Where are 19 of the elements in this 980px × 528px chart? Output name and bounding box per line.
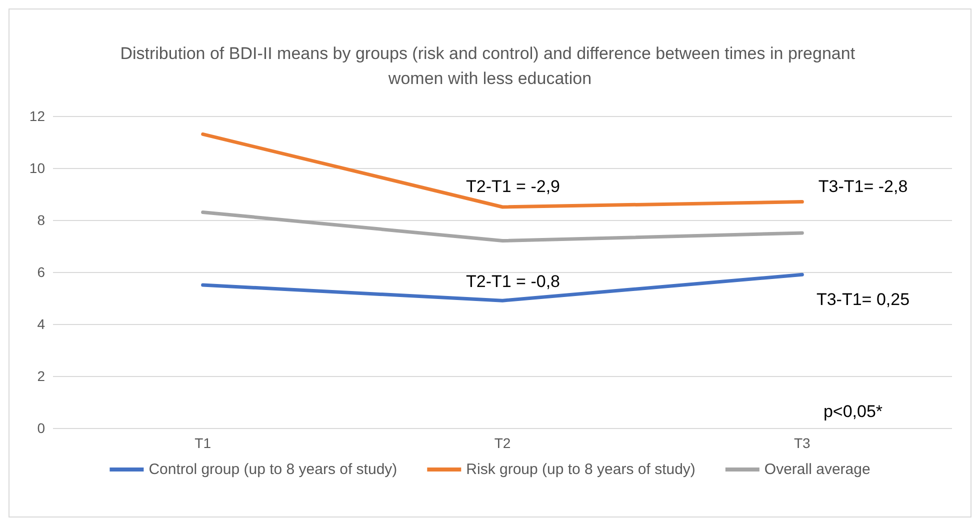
y-tick-label: 10 (29, 160, 46, 176)
legend-label: Control group (up to 8 years of study) (148, 461, 398, 478)
y-tick-label: 0 (37, 420, 46, 436)
legend-label: Overall average (764, 461, 870, 478)
y-tick-label: 4 (37, 316, 46, 332)
y-tick-label: 8 (37, 212, 46, 228)
chart-title: Distribution of BDI-II means by groups (risk and control) and difference between times in pregnant women with less education (120, 44, 860, 88)
annotation: T3-T1= 0,25 (816, 290, 910, 309)
annotation: T2-T1 = -2,9 (466, 177, 560, 196)
annotation: p<0,05* (823, 402, 883, 421)
x-tick-label: T3 (794, 435, 811, 451)
annotation: T2-T1 = -0,8 (466, 272, 560, 291)
y-tick-label: 6 (37, 264, 46, 280)
annotation: T3-T1= -2,8 (818, 177, 908, 196)
y-tick-label: 12 (29, 108, 46, 124)
legend-label: Risk group (up to 8 years of study) (466, 461, 696, 478)
x-tick-label: T1 (194, 435, 212, 451)
y-tick-label: 2 (37, 368, 46, 384)
x-tick-label: T2 (494, 435, 511, 451)
